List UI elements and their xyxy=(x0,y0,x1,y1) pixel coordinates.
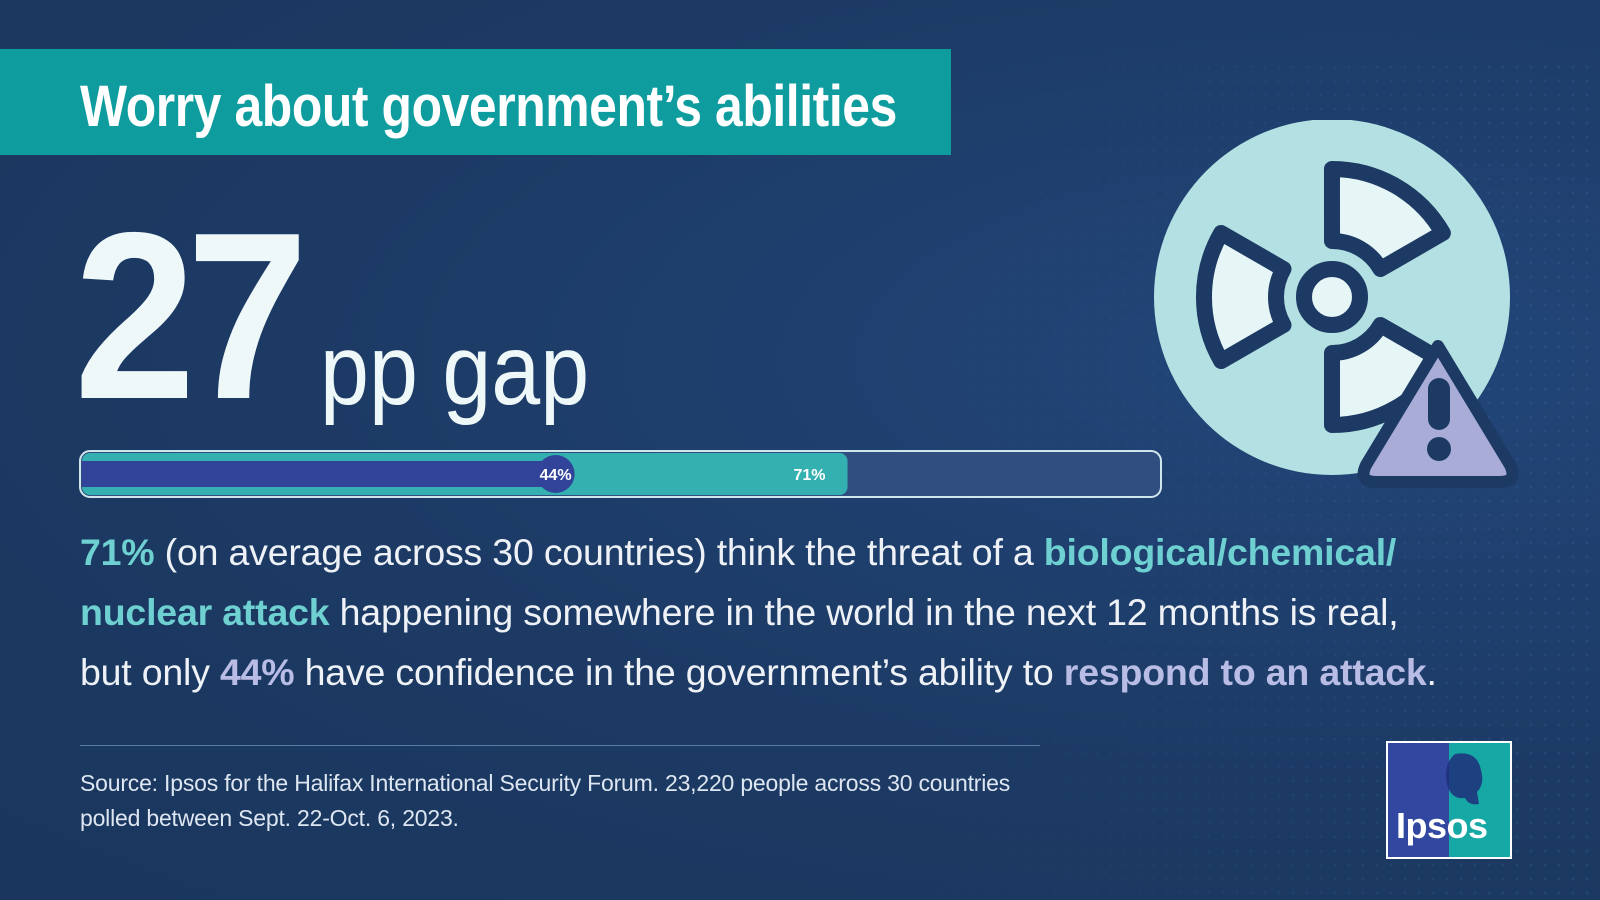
body-line-2: nuclear attack happening somewhere in th… xyxy=(80,582,1580,642)
body-line-1: 71% (on average across 30 countries) thi… xyxy=(80,522,1580,582)
ipsos-logo xyxy=(1386,741,1512,859)
bar-label-44: 44% xyxy=(540,467,572,484)
source-line-2: polled between Sept. 22-Oct. 6, 2023. xyxy=(80,805,459,831)
title-bar xyxy=(0,49,951,155)
source-note: Source: Ipsos for the Halifax Internatio… xyxy=(80,766,1010,836)
headline-unit: pp gap xyxy=(320,314,590,426)
bar-44-percent-knob xyxy=(536,455,575,493)
ipsos-logo-text: Ipsos xyxy=(1396,805,1488,846)
body-text-segment: (on average across 30 countries) think t… xyxy=(154,531,1044,573)
page-title: Worry about government’s abilities xyxy=(80,74,897,139)
highlight-attack-type: biological/chemical/ xyxy=(1043,531,1397,573)
divider xyxy=(80,745,1040,746)
headline-number: 27 xyxy=(74,184,308,449)
highlight-71-percent: 71% xyxy=(80,531,155,573)
radiation-warning-illustration xyxy=(1154,120,1519,488)
warning-icon xyxy=(1357,340,1519,488)
body-line-3: but only 44% have confidence in the gove… xyxy=(80,642,1580,702)
highlight-respond-to-attack: respond to an attack xyxy=(1063,651,1427,693)
bar-label-71: 71% xyxy=(793,467,825,484)
body-text: 71% (on average across 30 countries) thi… xyxy=(80,522,1580,702)
highlight-44-percent: 44% xyxy=(219,651,295,693)
body-text-segment: happening somewhere in the world in the … xyxy=(329,591,1399,633)
body-text-segment: but only xyxy=(80,651,220,693)
source-line-1: Source: Ipsos for the Halifax Internatio… xyxy=(80,770,1011,796)
highlight-nuclear-attack: nuclear attack xyxy=(80,591,330,633)
body-text-segment: . xyxy=(1426,651,1437,693)
bar-44-percent xyxy=(82,461,556,487)
body-text-segment: have confidence in the government’s abil… xyxy=(294,651,1064,693)
